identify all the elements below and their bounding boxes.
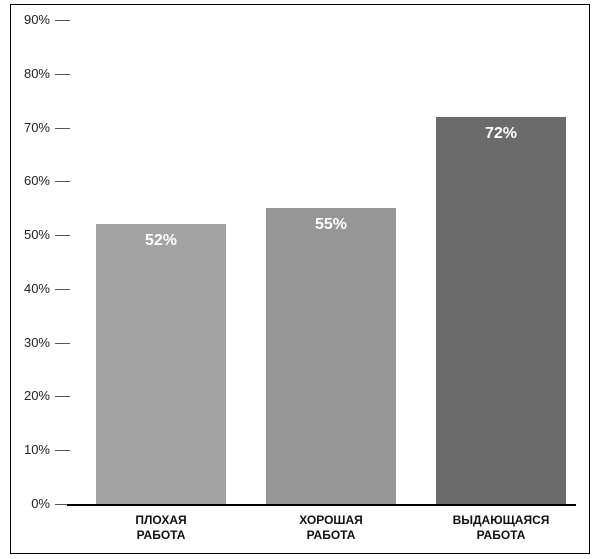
x-axis-line	[67, 504, 576, 506]
category-label: ВЫДАЮЩАЯСЯРАБОТА	[436, 513, 566, 543]
y-axis-label: 60%	[24, 173, 50, 188]
y-axis-label: 70%	[24, 120, 50, 135]
y-axis-label: 40%	[24, 281, 50, 296]
bar: 52%	[96, 224, 226, 504]
y-axis-tick	[55, 450, 70, 451]
bar: 72%	[436, 117, 566, 504]
y-axis-label: 30%	[24, 335, 50, 350]
bar: 55%	[266, 208, 396, 504]
y-axis-label: 80%	[24, 66, 50, 81]
y-axis-tick	[55, 128, 70, 129]
y-axis-tick	[55, 74, 70, 75]
y-axis-tick	[55, 181, 70, 182]
bar-value-label: 55%	[266, 216, 396, 234]
y-axis-tick	[55, 289, 70, 290]
y-axis-label: 10%	[24, 442, 50, 457]
y-axis-label: 0%	[31, 496, 50, 511]
y-axis-tick	[55, 235, 70, 236]
y-axis-tick	[55, 343, 70, 344]
y-axis-label: 20%	[24, 388, 50, 403]
y-axis-tick	[55, 396, 70, 397]
y-axis-tick	[55, 20, 70, 21]
y-axis-label: 90%	[24, 12, 50, 27]
category-label: ХОРОШАЯРАБОТА	[266, 513, 396, 543]
bar-value-label: 72%	[436, 125, 566, 143]
category-label: ПЛОХАЯРАБОТА	[96, 513, 226, 543]
y-axis-label: 50%	[24, 227, 50, 242]
bar-value-label: 52%	[96, 232, 226, 250]
